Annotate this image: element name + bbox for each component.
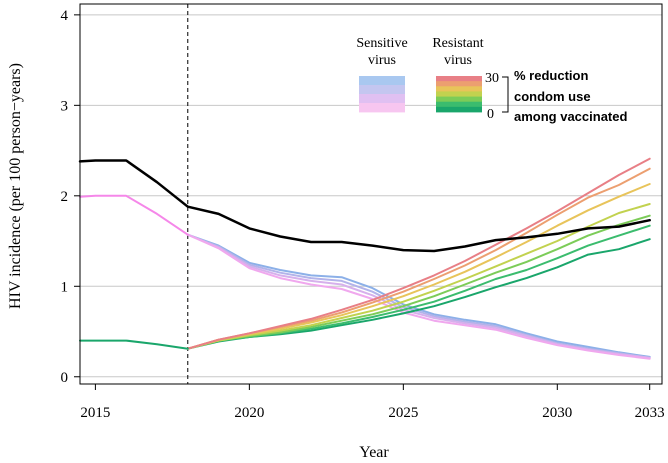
legend-sensitive-swatch-0	[359, 76, 405, 86]
resistant-line-2	[186, 214, 651, 350]
y-axis-title: HIV incidence (per 100 person−years)	[7, 63, 24, 309]
legend-resistant-swatch-2	[436, 86, 482, 92]
x-tick-label-4: 2033	[635, 405, 665, 421]
plot-frame	[79, 3, 663, 385]
legend-bracket	[502, 76, 509, 113]
total-incidence-line	[78, 159, 651, 253]
legend-sensitive-label-line1: Sensitive	[356, 36, 407, 51]
legend-resistant-swatch-6	[436, 106, 482, 113]
y-tick-label-4: 4	[61, 8, 69, 24]
legend-resistant-swatch-1	[436, 81, 482, 87]
sensitive-pre-line	[79, 194, 189, 236]
legend-resistant-swatch-4	[436, 96, 482, 103]
legend-resistant-swatch-5	[436, 101, 482, 108]
legend-note-line3: among vaccinated	[514, 109, 627, 124]
legend-resistant-swatch-0	[436, 76, 482, 82]
y-tick-label-3: 3	[61, 98, 69, 114]
legend-note-line1: % reduction	[514, 68, 588, 83]
legend-scale-max: 30	[485, 71, 499, 86]
x-tick-label-2: 2025	[388, 405, 418, 421]
legend-sensitive-swatches	[359, 76, 405, 113]
y-tick-label-1: 1	[61, 279, 69, 295]
legend-resistant-label-line1: Resistant	[432, 36, 483, 51]
x-axis-title: Year	[359, 444, 389, 461]
legend-sensitive-label-line2: virus	[368, 53, 396, 68]
y-tick-label-0: 0	[61, 370, 69, 386]
resistant-pre-line	[79, 339, 189, 350]
sensitive-line-3	[186, 233, 651, 360]
legend: Sensitive virus Resistant virus 30 0 % r…	[356, 36, 627, 124]
axes: 0 1 2 3 4 2015 2020 2025 2030 2033	[61, 8, 665, 421]
plot-lines	[78, 4, 651, 384]
resistant-line-4	[186, 183, 651, 350]
resistant-line-3	[186, 203, 651, 350]
legend-resistant-swatches	[436, 76, 482, 113]
legend-note-line2: condom use	[514, 89, 591, 104]
legend-sensitive-swatch-2	[359, 94, 405, 104]
x-tick-label-0: 2015	[80, 405, 110, 421]
legend-sensitive-swatch-3	[359, 103, 405, 113]
legend-scale-min: 0	[487, 107, 494, 122]
x-tick-label-3: 2030	[542, 405, 572, 421]
legend-resistant-swatch-3	[436, 91, 482, 97]
legend-resistant-label-line2: virus	[444, 53, 472, 68]
legend-sensitive-swatch-1	[359, 85, 405, 95]
x-tick-label-1: 2020	[234, 405, 264, 421]
y-tick-label-2: 2	[61, 189, 69, 205]
resistant-line-6	[186, 157, 651, 350]
